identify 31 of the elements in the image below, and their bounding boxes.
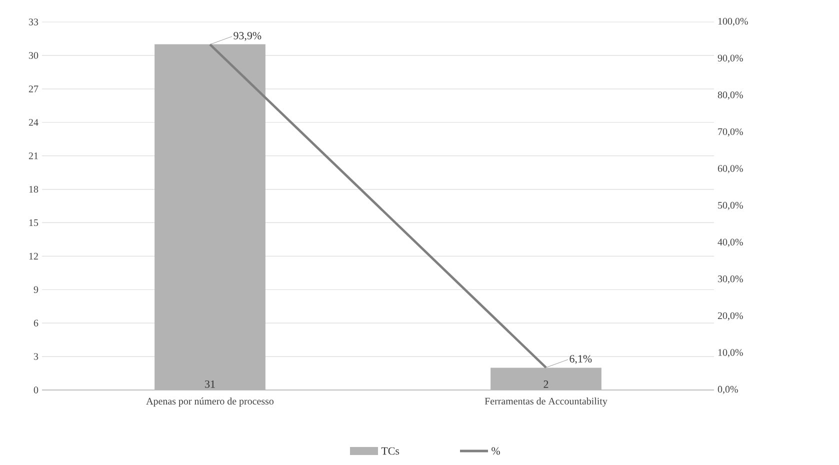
y2-tick-label: 90,0% xyxy=(718,54,743,63)
x-tick-label: Apenas por número de processo xyxy=(146,398,274,407)
data-label: 2 xyxy=(544,380,548,388)
data-label: 93,9% xyxy=(234,32,262,41)
y-tick-label: 18 xyxy=(29,186,38,193)
data-label: 6,1% xyxy=(570,355,592,364)
y-tick-label: 33 xyxy=(29,18,38,26)
y2-tick-label: 40,0% xyxy=(718,238,743,247)
legend-label: % xyxy=(492,447,500,455)
y2-tick-label: 10,0% xyxy=(718,349,743,358)
y2-tick-label: 100,0% xyxy=(718,18,748,26)
x-tick-label: Ferramentas de Accountability xyxy=(484,398,608,407)
y2-tick-label: 0,0% xyxy=(718,386,738,394)
y-tick-label: 24 xyxy=(28,119,38,126)
y-tick-label: 3 xyxy=(34,353,38,360)
y-tick-label: 12 xyxy=(29,252,38,260)
legend-label: TCs xyxy=(381,447,400,455)
y-tick-label: 21 xyxy=(28,152,38,160)
y-tick-label: 0 xyxy=(34,386,38,394)
y-tick-label: 27 xyxy=(28,86,38,92)
y2-tick-label: 50,0% xyxy=(718,202,743,210)
y-tick-label: 9 xyxy=(34,286,38,293)
y-tick-label: 30 xyxy=(29,52,38,59)
y2-tick-label: 20,0% xyxy=(718,312,743,320)
y-tick-label: 15 xyxy=(29,219,38,226)
y-tick-label: 6 xyxy=(34,320,38,326)
data-label: 31 xyxy=(205,380,215,388)
y2-tick-label: 30,0% xyxy=(718,276,743,284)
y2-tick-label: 60,0% xyxy=(718,165,743,174)
y2-tick-label: 70,0% xyxy=(718,128,743,136)
y2-tick-label: 80,0% xyxy=(718,92,743,100)
